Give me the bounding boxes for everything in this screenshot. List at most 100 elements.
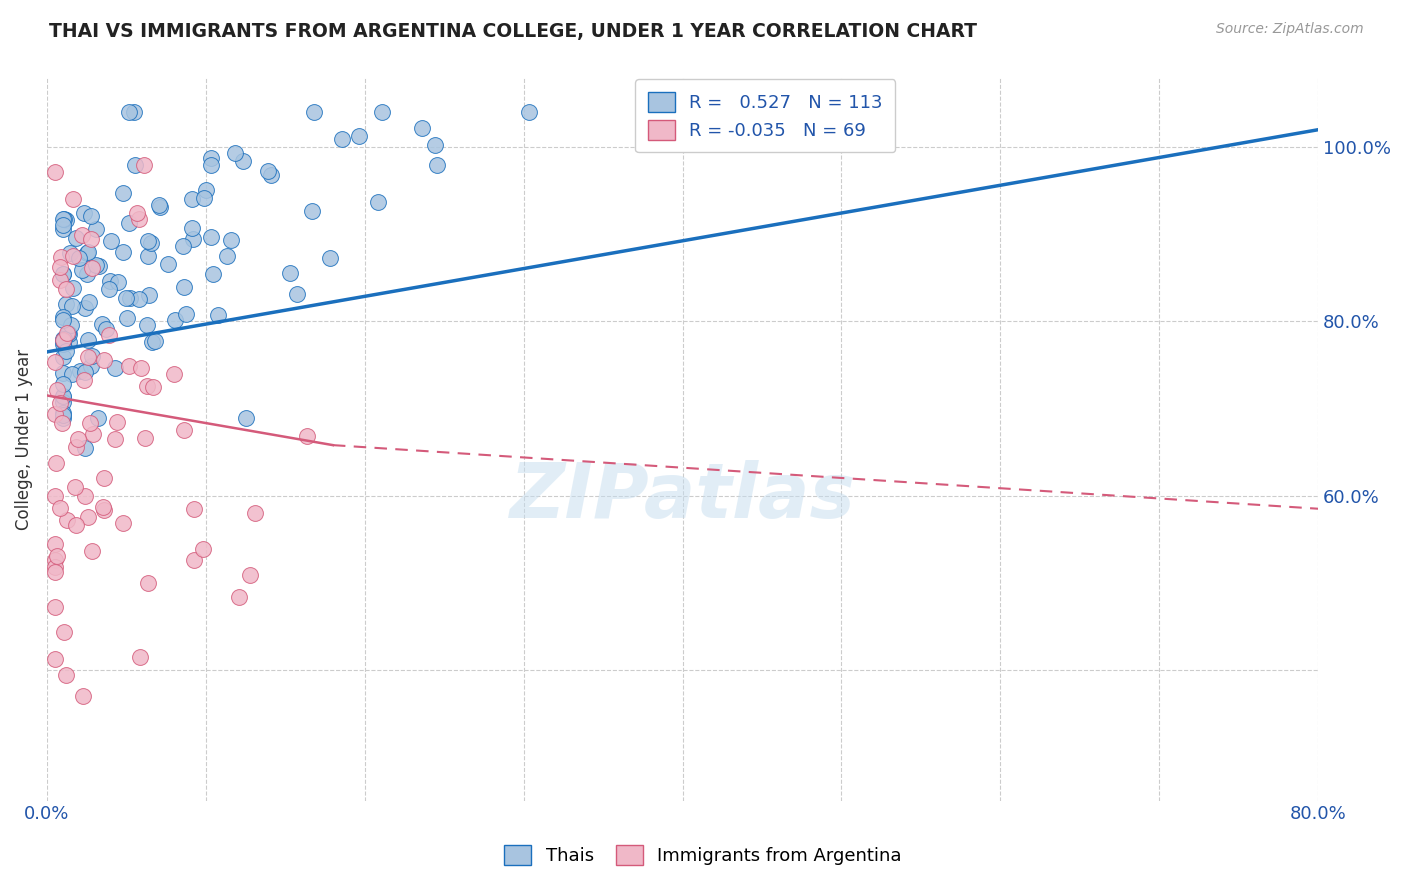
Point	[52, 409, 75, 423]
Point	[65, 231, 87, 245]
Point	[347, 128, 370, 143]
Point	[52, 351, 75, 365]
Point	[52, 212, 75, 227]
Point	[172, 239, 194, 253]
Point	[73, 365, 96, 379]
Point	[52, 391, 75, 405]
Point	[76, 245, 98, 260]
Point	[201, 267, 224, 281]
Point	[77, 333, 100, 347]
Point	[425, 137, 447, 152]
Point	[149, 200, 172, 214]
Point	[136, 575, 159, 590]
Point	[141, 334, 163, 349]
Point	[173, 423, 195, 437]
Point	[517, 105, 540, 120]
Point	[60, 367, 83, 381]
Point	[82, 426, 104, 441]
Point	[44, 560, 66, 574]
Point	[193, 191, 215, 205]
Y-axis label: College, Under 1 year: College, Under 1 year	[15, 349, 32, 530]
Point	[91, 500, 114, 515]
Point	[55, 283, 77, 297]
Point	[77, 295, 100, 310]
Point	[70, 262, 93, 277]
Point	[60, 318, 83, 332]
Point	[75, 301, 97, 316]
Point	[232, 154, 254, 169]
Point	[44, 408, 66, 422]
Point	[257, 164, 280, 178]
Point	[52, 377, 75, 392]
Point	[52, 310, 75, 324]
Point	[330, 132, 353, 146]
Point	[115, 291, 138, 305]
Point	[129, 360, 152, 375]
Point	[259, 168, 281, 182]
Point	[84, 221, 107, 235]
Point	[79, 209, 101, 223]
Point	[111, 186, 134, 200]
Point	[117, 359, 139, 373]
Point	[75, 441, 97, 455]
Text: Source: ZipAtlas.com: Source: ZipAtlas.com	[1216, 22, 1364, 37]
Point	[52, 366, 75, 380]
Point	[77, 509, 100, 524]
Point	[139, 236, 162, 251]
Point	[191, 542, 214, 557]
Point	[80, 544, 103, 558]
Point	[44, 489, 66, 503]
Point	[426, 158, 449, 172]
Point	[51, 417, 73, 431]
Point	[319, 251, 342, 265]
Point	[111, 245, 134, 260]
Point	[44, 652, 66, 666]
Point	[62, 192, 84, 206]
Point	[239, 567, 262, 582]
Point	[183, 553, 205, 567]
Point	[112, 516, 135, 530]
Point	[287, 287, 309, 301]
Point	[49, 260, 72, 274]
Point	[97, 327, 120, 342]
Point	[79, 359, 101, 374]
Point	[138, 249, 160, 263]
Point	[69, 364, 91, 378]
Point	[52, 395, 75, 409]
Point	[301, 204, 323, 219]
Point	[93, 471, 115, 485]
Point	[163, 367, 186, 381]
Point	[56, 326, 79, 340]
Point	[122, 105, 145, 120]
Point	[55, 296, 77, 310]
Point	[67, 252, 90, 266]
Point	[76, 268, 98, 282]
Legend: R =   0.527   N = 113, R = -0.035   N = 69: R = 0.527 N = 113, R = -0.035 N = 69	[636, 79, 896, 153]
Point	[52, 333, 75, 347]
Point	[104, 361, 127, 376]
Point	[134, 431, 156, 445]
Point	[49, 251, 72, 265]
Point	[52, 334, 75, 348]
Point	[65, 518, 87, 533]
Point	[104, 432, 127, 446]
Point	[52, 625, 75, 640]
Point	[207, 308, 229, 322]
Point	[44, 355, 66, 369]
Point	[118, 105, 141, 120]
Point	[44, 565, 66, 579]
Point	[142, 380, 165, 394]
Point	[124, 158, 146, 172]
Point	[52, 312, 75, 326]
Point	[302, 105, 325, 120]
Point	[181, 192, 204, 206]
Point	[115, 310, 138, 325]
Point	[58, 334, 80, 349]
Point	[128, 292, 150, 306]
Point	[181, 221, 204, 235]
Point	[60, 299, 83, 313]
Point	[93, 352, 115, 367]
Point	[45, 456, 67, 470]
Point	[245, 506, 267, 520]
Point	[93, 503, 115, 517]
